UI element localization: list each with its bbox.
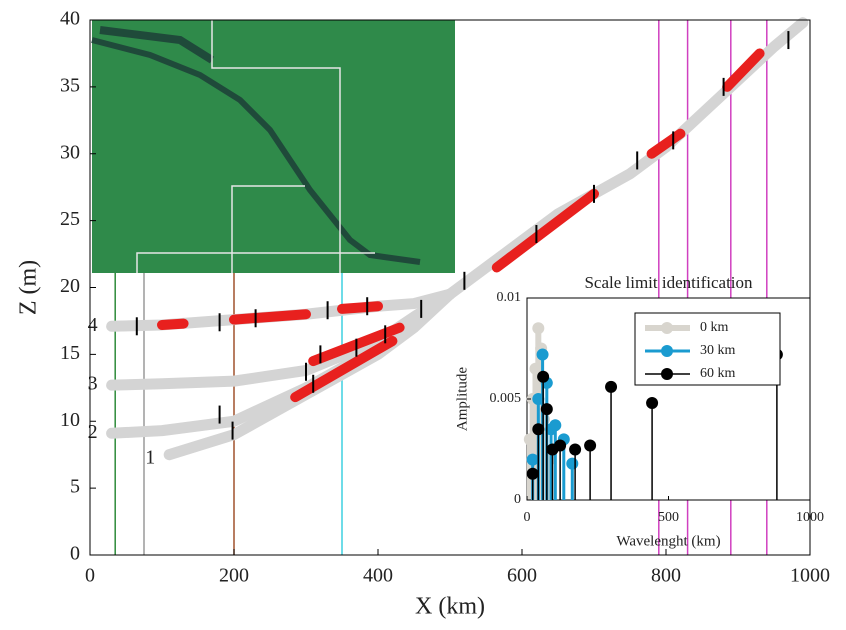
inset-x-tick-label: 500	[658, 510, 679, 525]
profile-label: 2	[88, 421, 98, 443]
highlight-segment	[337, 301, 383, 314]
x-tick-label: 800	[651, 565, 681, 587]
inset-y-tick-label: 0.005	[490, 391, 522, 406]
y-tick-label: 35	[60, 74, 80, 96]
stem-marker	[537, 370, 550, 383]
y-tick-label: 5	[70, 476, 80, 498]
highlight-segment	[646, 128, 686, 159]
x-axis-label: X (km)	[415, 594, 485, 620]
x-tick-label: 200	[219, 565, 249, 587]
y-tick-label: 20	[60, 275, 80, 297]
river	[91, 37, 421, 265]
highlight-segment	[491, 188, 599, 273]
stem-marker	[526, 453, 539, 466]
stem-marker	[569, 443, 582, 456]
stem-marker	[646, 397, 659, 410]
y-tick-label: 25	[60, 208, 80, 230]
x-tick-label: 400	[363, 565, 393, 587]
inset-x-tick-label: 1000	[796, 510, 824, 525]
inset-y-tick-label: 0	[514, 492, 521, 507]
y-axis-label: Z (m)	[16, 260, 42, 315]
inset-y-tick-label: 0.01	[497, 290, 522, 305]
inset-x-tick-label: 0	[524, 510, 531, 525]
highlight-segment	[290, 336, 398, 403]
legend-marker	[661, 322, 673, 334]
stem-marker	[532, 322, 545, 335]
legend-label: 60 km	[700, 366, 736, 381]
legend-label: 30 km	[700, 343, 736, 358]
y-tick-label: 0	[70, 543, 80, 565]
highlight-segment	[722, 48, 765, 92]
legend-marker	[661, 368, 673, 380]
inset-title: Scale limit identification	[584, 273, 753, 292]
inset-chart: Scale limit identification 0 500 1000 0 0.005…	[454, 273, 824, 550]
stem-marker	[554, 439, 567, 452]
stem-marker	[549, 419, 562, 432]
x-tick-label: 0	[85, 565, 95, 587]
satellite-image	[91, 20, 455, 273]
y-tick-label: 30	[60, 141, 80, 163]
stem-marker	[526, 467, 539, 480]
y-tick-label: 15	[60, 342, 80, 364]
y-tick-label: 40	[60, 8, 80, 30]
x-tick-label: 1000	[790, 565, 830, 587]
inset-x-axis-label: Wavelenght (km)	[616, 533, 720, 549]
stem-marker	[536, 348, 549, 361]
profile-label: 3	[88, 373, 98, 395]
legend-marker	[661, 345, 673, 357]
stem-marker	[540, 403, 553, 416]
stem-marker	[605, 380, 618, 393]
image-profile-line	[136, 20, 375, 273]
stem-marker	[566, 457, 579, 470]
highlight-segment	[229, 309, 311, 325]
highlight-segment	[157, 318, 189, 330]
x-tick-label: 600	[507, 565, 537, 587]
profile-label: 1	[145, 446, 155, 468]
legend-label: 0 km	[700, 320, 729, 335]
profile-label: 4	[88, 314, 98, 336]
river	[99, 26, 215, 64]
y-tick-label: 10	[60, 409, 80, 431]
inset-y-axis-label: Amplitude	[454, 367, 470, 432]
stem-marker	[584, 439, 597, 452]
satellite-image-bg	[92, 20, 455, 273]
stem-marker	[532, 423, 545, 436]
